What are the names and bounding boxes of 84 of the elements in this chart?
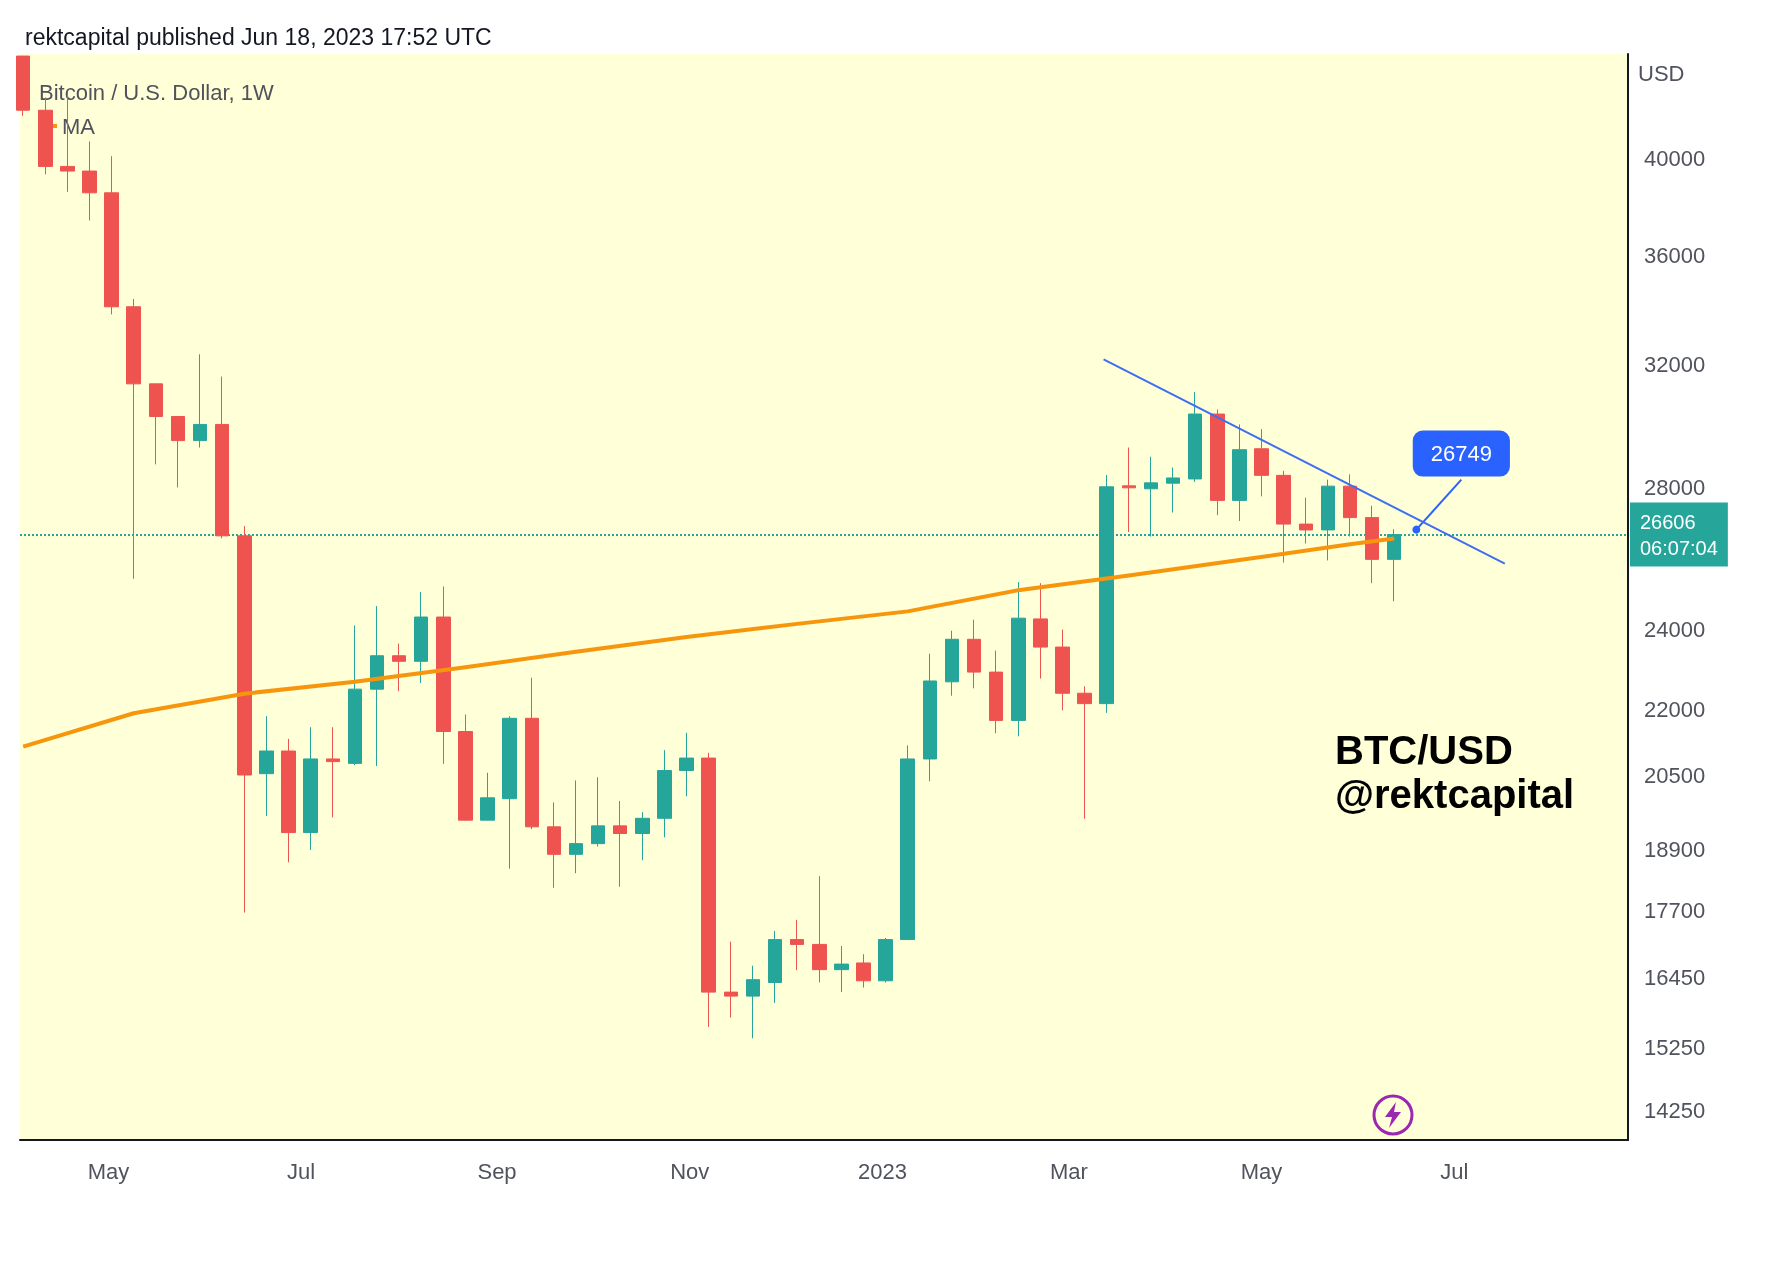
candlestick: [16, 55, 30, 117]
candlestick: [1188, 391, 1202, 483]
y-tick-label: 22000: [1644, 697, 1706, 723]
y-tick-label: 14250: [1644, 1097, 1706, 1123]
candlestick: [1365, 505, 1379, 584]
candlestick: [237, 525, 252, 914]
candlestick: [856, 953, 871, 989]
candlestick: [1299, 497, 1313, 544]
candlestick: [1232, 423, 1247, 522]
candlestick: [1276, 470, 1291, 564]
candlestick: [657, 749, 672, 838]
candlestick: [303, 726, 318, 851]
candlestick: [525, 677, 539, 830]
x-tick-label: Mar: [1049, 1158, 1088, 1184]
candlestick: [945, 630, 959, 697]
chart-title: rektcapital published Jun 18, 2023 17:52 UTC: [25, 23, 492, 50]
candlestick: [1077, 685, 1092, 820]
candlestick: [701, 752, 716, 1028]
candlestick: [82, 140, 97, 221]
candlestick: [547, 801, 561, 889]
candlestick: [1343, 473, 1357, 538]
x-tick-label: Jul: [287, 1158, 316, 1184]
y-tick-label: 24000: [1644, 617, 1706, 643]
candlestick: [1055, 629, 1070, 711]
candlestick: [126, 298, 141, 580]
y-tick-label: 20500: [1644, 762, 1706, 788]
candlestick: [1011, 581, 1026, 737]
candlestick: [591, 776, 605, 848]
candlestick: [370, 605, 384, 767]
x-tick-label: May: [1240, 1158, 1283, 1184]
candlestick: [1122, 447, 1136, 533]
x-tick-label: Jul: [1440, 1158, 1469, 1184]
y-tick-label: 40000: [1644, 146, 1706, 172]
candlestick: [724, 941, 738, 1019]
text: Bitcoin / U.S. Dollar, 1W: [39, 79, 274, 105]
annotation: 26749: [1430, 441, 1492, 467]
candlestick: [458, 714, 473, 822]
y-tick-label: 16450: [1644, 965, 1706, 991]
candlestick: [259, 715, 274, 817]
ref-line-label: 26606 06:07:04: [1640, 510, 1718, 559]
candlestick: [569, 779, 583, 874]
candlestick: [613, 800, 627, 888]
candlestick: [834, 945, 849, 993]
candlestick: [392, 643, 406, 692]
candlestick: [414, 591, 428, 684]
candlestick: [480, 772, 495, 821]
y-axis-title: USD: [1638, 60, 1685, 86]
candlestick: [746, 965, 760, 1039]
candlestick: [149, 383, 163, 465]
annotation: BTC/USD: [1335, 728, 1513, 772]
candlestick: [878, 937, 893, 983]
x-tick-label: May: [87, 1158, 130, 1184]
y-tick-label: 17700: [1644, 897, 1706, 923]
candlestick: [171, 415, 185, 488]
candlestick: [967, 619, 981, 689]
candlestick: [502, 715, 517, 870]
candlestick: [348, 624, 362, 766]
y-tick-label: 36000: [1644, 243, 1706, 269]
candlestick: [281, 738, 296, 863]
candlestick: [679, 732, 694, 797]
candlestick: [1033, 582, 1048, 680]
candlestick: [215, 376, 229, 539]
candlestick: [104, 155, 119, 315]
candlestick: [989, 650, 1003, 734]
candlestick: [326, 726, 340, 818]
candlestick: [1254, 428, 1269, 497]
candlestick: [812, 875, 827, 983]
candlestick: [1166, 467, 1180, 514]
y-tick-label: 32000: [1644, 351, 1706, 377]
annotation: @rektcapital: [1335, 772, 1575, 816]
candlestick: [193, 353, 207, 448]
candlestick: [1210, 409, 1225, 516]
candlestick: [635, 811, 650, 861]
y-tick-label: 18900: [1644, 837, 1706, 863]
candlestick: [923, 653, 937, 782]
candlestick: [768, 930, 782, 1004]
candlestick: [900, 744, 915, 941]
x-tick-label: 2023: [857, 1158, 907, 1184]
y-tick-label: 28000: [1644, 474, 1706, 500]
candlestick: [436, 585, 451, 765]
candlestick: [790, 919, 804, 971]
y-tick-label: 15250: [1644, 1035, 1706, 1061]
x-tick-label: Sep: [477, 1158, 517, 1184]
x-tick-label: Nov: [670, 1158, 710, 1184]
